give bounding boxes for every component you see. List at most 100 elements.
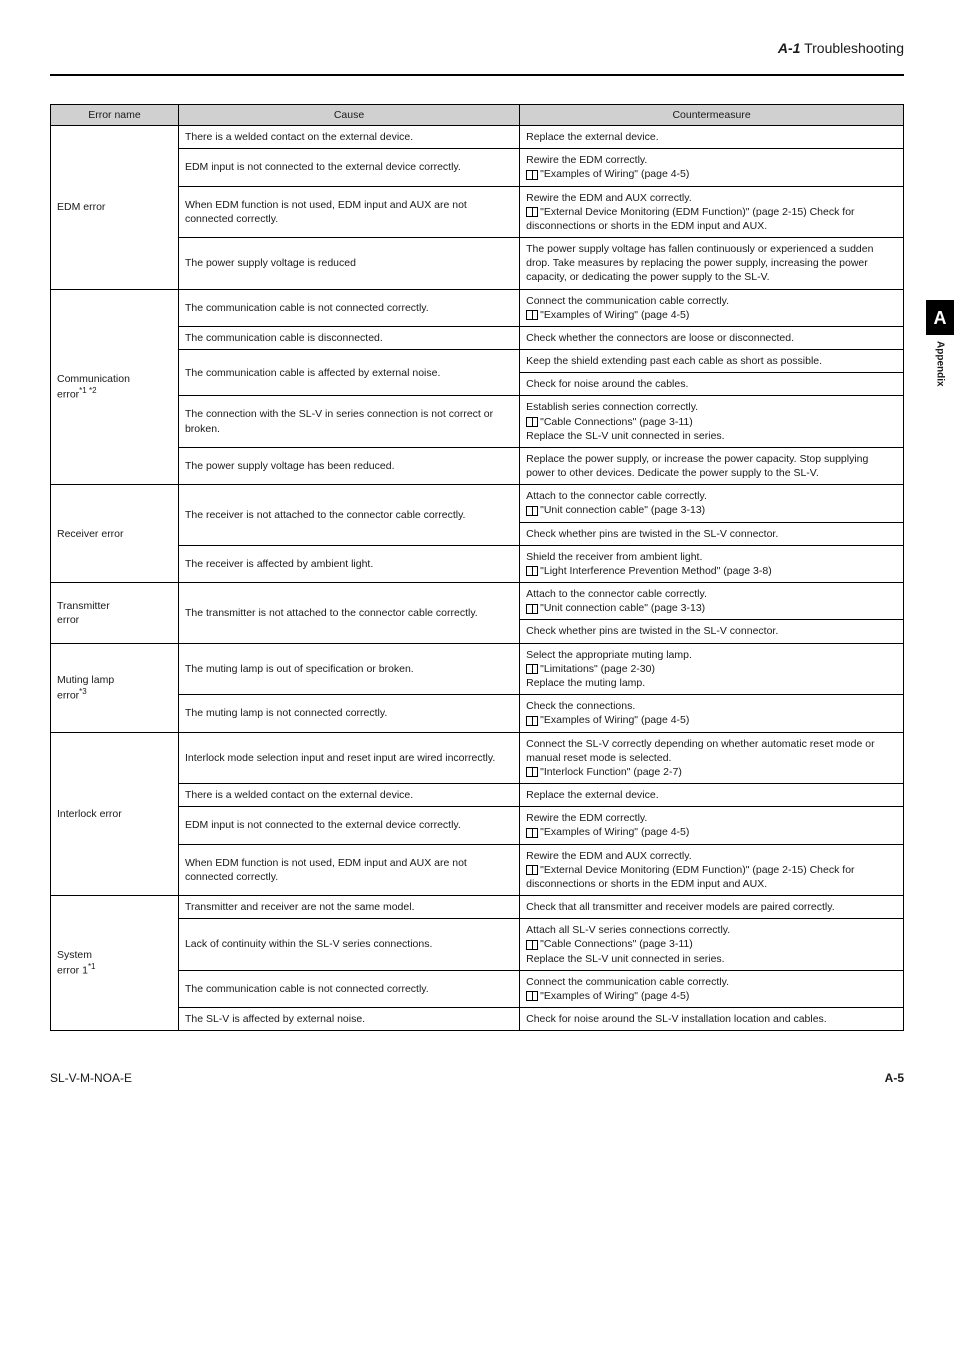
col-countermeasure: Countermeasure <box>520 105 904 126</box>
book-icon <box>526 940 538 950</box>
cause-cell: The receiver is affected by ambient ligh… <box>178 545 519 582</box>
countermeasure-cell: Replace the power supply, or increase th… <box>520 447 904 484</box>
countermeasure-cell: Attach to the connector cable correctly.… <box>520 583 904 620</box>
error-name-cell: Communicationerror*1 *2 <box>51 289 179 485</box>
cause-cell: When EDM function is not used, EDM input… <box>178 844 519 896</box>
countermeasure-cell: Rewire the EDM correctly."Examples of Wi… <box>520 149 904 186</box>
countermeasure-cell: Check that all transmitter and receiver … <box>520 896 904 919</box>
table-row: Systemerror 1*1Transmitter and receiver … <box>51 896 904 919</box>
cause-cell: The power supply voltage has been reduce… <box>178 447 519 484</box>
book-icon <box>526 664 538 674</box>
book-icon <box>526 767 538 777</box>
book-icon <box>526 604 538 614</box>
troubleshooting-table: Error name Cause Countermeasure EDM erro… <box>50 104 904 1031</box>
countermeasure-cell: Select the appropriate muting lamp."Limi… <box>520 643 904 695</box>
section-number: A-1 <box>778 40 801 56</box>
book-icon <box>526 716 538 726</box>
book-icon <box>526 865 538 875</box>
cause-cell: EDM input is not connected to the extern… <box>178 149 519 186</box>
table-row: Lack of continuity within the SL-V serie… <box>51 919 904 971</box>
table-row: The muting lamp is not connected correct… <box>51 695 904 732</box>
error-name-cell: Muting lamperror*3 <box>51 643 179 732</box>
table-row: The communication cable is not connected… <box>51 970 904 1007</box>
countermeasure-cell: Rewire the EDM and AUX correctly."Extern… <box>520 844 904 896</box>
table-row: EDM errorThere is a welded contact on th… <box>51 126 904 149</box>
countermeasure-cell: Check for noise around the SL-V installa… <box>520 1008 904 1031</box>
cause-cell: Transmitter and receiver are not the sam… <box>178 896 519 919</box>
section-title: Troubleshooting <box>804 40 904 56</box>
page-header: A-1 Troubleshooting <box>50 40 904 56</box>
countermeasure-cell: Attach all SL-V series connections corre… <box>520 919 904 971</box>
cause-cell: The communication cable is not connected… <box>178 970 519 1007</box>
cause-cell: There is a welded contact on the externa… <box>178 784 519 807</box>
cause-cell: Lack of continuity within the SL-V serie… <box>178 919 519 971</box>
cause-cell: The receiver is not attached to the conn… <box>178 485 519 546</box>
error-name-cell: Receiver error <box>51 485 179 583</box>
cause-cell: There is a welded contact on the externa… <box>178 126 519 149</box>
book-icon <box>526 506 538 516</box>
error-name-cell: Systemerror 1*1 <box>51 896 179 1031</box>
cause-cell: The communication cable is not connected… <box>178 289 519 326</box>
table-row: Receiver errorThe receiver is not attach… <box>51 485 904 522</box>
cause-cell: The muting lamp is out of specification … <box>178 643 519 695</box>
cause-cell: The power supply voltage is reduced <box>178 238 519 290</box>
book-icon <box>526 991 538 1001</box>
table-row: EDM input is not connected to the extern… <box>51 149 904 186</box>
cause-cell: The SL-V is affected by external noise. <box>178 1008 519 1031</box>
col-cause: Cause <box>178 105 519 126</box>
countermeasure-cell: Establish series connection correctly."C… <box>520 396 904 448</box>
side-tab-label: Appendix <box>935 335 946 393</box>
book-icon <box>526 828 538 838</box>
countermeasure-cell: Rewire the EDM correctly."Examples of Wi… <box>520 807 904 844</box>
countermeasure-cell: Attach to the connector cable correctly.… <box>520 485 904 522</box>
header-rule <box>50 74 904 76</box>
countermeasure-cell: Check for noise around the cables. <box>520 373 904 396</box>
table-row: The communication cable is affected by e… <box>51 350 904 373</box>
error-name-cell: Transmittererror <box>51 583 179 644</box>
table-row: EDM input is not connected to the extern… <box>51 807 904 844</box>
table-row: When EDM function is not used, EDM input… <box>51 844 904 896</box>
page-footer: SL-V-M-NOA-E A-5 <box>50 1071 904 1085</box>
table-row: TransmittererrorThe transmitter is not a… <box>51 583 904 620</box>
side-tab-letter: A <box>926 300 954 335</box>
cause-cell: When EDM function is not used, EDM input… <box>178 186 519 238</box>
cause-cell: The connection with the SL-V in series c… <box>178 396 519 448</box>
table-row: When EDM function is not used, EDM input… <box>51 186 904 238</box>
countermeasure-cell: Replace the external device. <box>520 784 904 807</box>
side-tab: A Appendix <box>926 300 954 393</box>
table-row: The communication cable is disconnected.… <box>51 326 904 349</box>
col-error-name: Error name <box>51 105 179 126</box>
countermeasure-cell: Connect the communication cable correctl… <box>520 289 904 326</box>
cause-cell: The communication cable is affected by e… <box>178 350 519 396</box>
countermeasure-cell: Connect the communication cable correctl… <box>520 970 904 1007</box>
countermeasure-cell: Check whether pins are twisted in the SL… <box>520 522 904 545</box>
footer-left: SL-V-M-NOA-E <box>50 1071 132 1085</box>
table-row: The power supply voltage has been reduce… <box>51 447 904 484</box>
table-row: Interlock errorInterlock mode selection … <box>51 732 904 784</box>
table-row: The power supply voltage is reducedThe p… <box>51 238 904 290</box>
countermeasure-cell: The power supply voltage has fallen cont… <box>520 238 904 290</box>
table-row: The receiver is affected by ambient ligh… <box>51 545 904 582</box>
countermeasure-cell: Check the connections."Examples of Wirin… <box>520 695 904 732</box>
table-row: The SL-V is affected by external noise.C… <box>51 1008 904 1031</box>
countermeasure-cell: Shield the receiver from ambient light."… <box>520 545 904 582</box>
cause-cell: Interlock mode selection input and reset… <box>178 732 519 784</box>
countermeasure-cell: Check whether the connectors are loose o… <box>520 326 904 349</box>
book-icon <box>526 566 538 576</box>
table-row: There is a welded contact on the externa… <box>51 784 904 807</box>
countermeasure-cell: Connect the SL-V correctly depending on … <box>520 732 904 784</box>
table-row: Muting lamperror*3The muting lamp is out… <box>51 643 904 695</box>
book-icon <box>526 417 538 427</box>
cause-cell: The transmitter is not attached to the c… <box>178 583 519 644</box>
error-name-cell: EDM error <box>51 126 179 290</box>
book-icon <box>526 170 538 180</box>
countermeasure-cell: Check whether pins are twisted in the SL… <box>520 620 904 643</box>
book-icon <box>526 310 538 320</box>
table-row: Communicationerror*1 *2The communication… <box>51 289 904 326</box>
table-row: The connection with the SL-V in series c… <box>51 396 904 448</box>
footer-page-number: A-5 <box>885 1071 904 1085</box>
cause-cell: EDM input is not connected to the extern… <box>178 807 519 844</box>
countermeasure-cell: Rewire the EDM and AUX correctly."Extern… <box>520 186 904 238</box>
cause-cell: The muting lamp is not connected correct… <box>178 695 519 732</box>
countermeasure-cell: Replace the external device. <box>520 126 904 149</box>
